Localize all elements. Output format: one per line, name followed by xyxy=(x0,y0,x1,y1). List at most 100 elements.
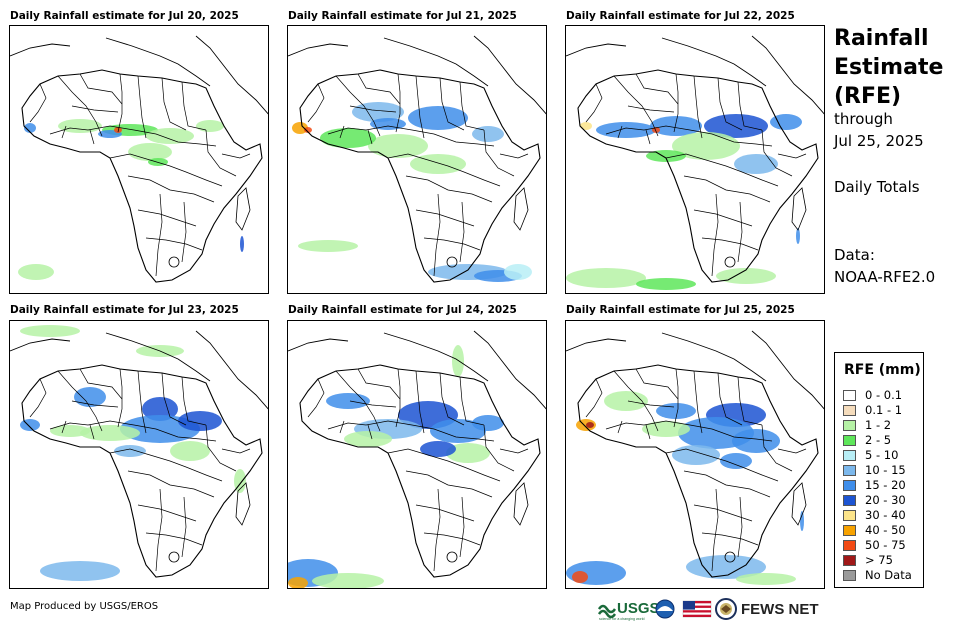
country-border xyxy=(459,81,485,131)
country-border xyxy=(665,448,779,482)
legend-label: > 75 xyxy=(865,553,893,567)
country-border xyxy=(459,201,465,263)
map-panel-jul20 xyxy=(9,25,269,294)
africa-rainfall-map xyxy=(566,35,824,290)
legend-swatch xyxy=(843,480,856,491)
country-border xyxy=(327,125,495,147)
country-border xyxy=(109,153,223,187)
daily-totals-label: Daily Totals xyxy=(834,178,920,196)
country-border xyxy=(701,532,759,546)
country-border xyxy=(683,470,771,498)
madagascar-outline xyxy=(513,482,529,526)
country-border xyxy=(423,532,481,546)
legend-swatch xyxy=(843,405,856,416)
country-border xyxy=(737,81,763,131)
country-border xyxy=(415,209,475,227)
country-border xyxy=(57,75,103,137)
rainfall-area xyxy=(288,577,308,588)
country-border xyxy=(483,424,515,472)
country-border xyxy=(459,376,485,426)
rainfall-area xyxy=(672,132,740,160)
rainfall-area xyxy=(704,114,768,138)
rainfall-area xyxy=(344,431,392,447)
noaa-logo-icon xyxy=(655,599,675,619)
country-border xyxy=(49,420,217,442)
rainfall-area xyxy=(736,573,796,585)
country-border xyxy=(717,77,743,131)
legend-swatch xyxy=(843,420,856,431)
rainfall-area xyxy=(80,425,140,441)
country-border xyxy=(79,73,123,105)
coastline xyxy=(577,69,819,283)
country-border xyxy=(617,400,675,440)
madagascar-outline xyxy=(791,187,807,231)
country-border xyxy=(61,105,119,145)
country-border xyxy=(395,368,401,428)
lesotho-outline xyxy=(724,256,736,268)
panel-title-jul20: Daily Rainfall estimate for Jul 20, 2025 xyxy=(10,10,239,22)
rainfall-area xyxy=(420,441,456,457)
legend-swatch xyxy=(843,540,856,551)
legend-label: 0.1 - 1 xyxy=(865,403,903,417)
panel-title-jul23: Daily Rainfall estimate for Jul 23, 2025 xyxy=(10,304,239,316)
map-panel-jul25 xyxy=(565,320,825,589)
legend-label: 20 - 30 xyxy=(865,493,906,507)
rainfall-area xyxy=(128,143,172,161)
northern-coastline xyxy=(288,35,546,115)
coastline xyxy=(299,69,541,283)
through-date: Jul 25, 2025 xyxy=(834,132,924,150)
country-border xyxy=(335,75,381,137)
country-border xyxy=(181,81,207,131)
country-border xyxy=(127,175,215,203)
lesotho-outline xyxy=(168,256,180,268)
legend-swatch xyxy=(843,450,856,461)
country-border xyxy=(61,400,119,440)
country-border xyxy=(701,237,759,251)
panel-title-jul22: Daily Rainfall estimate for Jul 22, 2025 xyxy=(566,10,795,22)
rainfall-area xyxy=(142,397,178,421)
country-border xyxy=(737,496,743,558)
rainfall-area xyxy=(716,268,776,284)
country-border xyxy=(307,83,325,123)
rainfall-area xyxy=(50,425,90,437)
country-border xyxy=(693,370,703,434)
country-border xyxy=(127,470,215,498)
country-border xyxy=(423,237,481,251)
product-title-line2: Estimate xyxy=(834,55,944,80)
us-flag-icon xyxy=(682,600,712,618)
country-border xyxy=(307,378,325,418)
rainfall-area xyxy=(74,387,106,407)
country-border xyxy=(415,504,475,522)
country-border xyxy=(761,424,793,472)
rainfall-area xyxy=(114,445,146,457)
legend-label: 40 - 50 xyxy=(865,523,906,537)
northern-coastline xyxy=(10,330,268,410)
state-dept-seal-icon xyxy=(715,598,737,620)
through-label: through xyxy=(834,110,893,128)
country-border xyxy=(737,201,743,263)
rainfall-area xyxy=(636,278,696,290)
country-border xyxy=(137,209,197,227)
rainfall-area xyxy=(796,228,800,244)
rainfall-area xyxy=(646,150,686,162)
country-border xyxy=(109,448,223,482)
rainfall-area xyxy=(672,445,720,465)
legend-swatch xyxy=(843,495,856,506)
country-border xyxy=(415,75,425,139)
panel-title-jul24: Daily Rainfall estimate for Jul 24, 2025 xyxy=(288,304,517,316)
country-border xyxy=(777,153,807,159)
northern-coastline xyxy=(288,330,546,410)
rainfall-area xyxy=(20,419,40,431)
usgs-logo-text: USGS xyxy=(617,600,660,617)
legend-label: 1 - 2 xyxy=(865,418,892,432)
country-border xyxy=(605,125,773,147)
legend-swatch xyxy=(843,390,856,401)
legend-swatch xyxy=(843,435,856,446)
country-border xyxy=(387,153,501,187)
rainfall-area xyxy=(18,264,54,280)
country-border xyxy=(155,193,163,277)
country-border xyxy=(117,368,123,428)
country-border xyxy=(665,153,779,187)
rainfall-area xyxy=(642,421,690,437)
